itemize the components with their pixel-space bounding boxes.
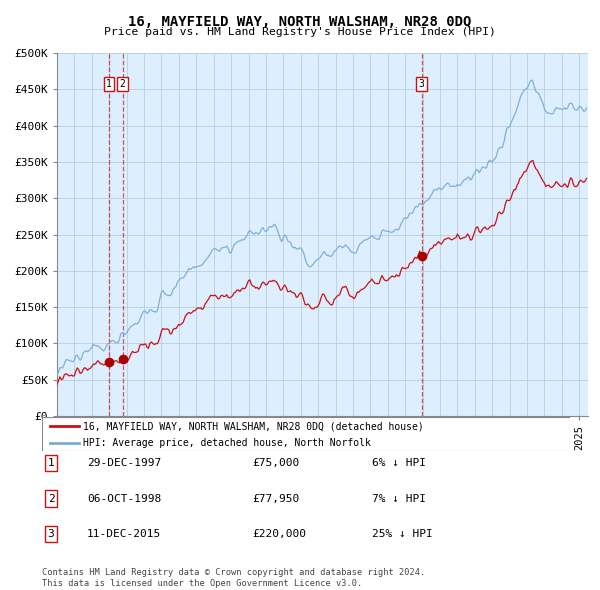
Text: 1: 1 <box>47 458 55 468</box>
Text: 25% ↓ HPI: 25% ↓ HPI <box>372 529 433 539</box>
Text: £77,950: £77,950 <box>252 494 299 503</box>
Text: 7% ↓ HPI: 7% ↓ HPI <box>372 494 426 503</box>
Text: 3: 3 <box>47 529 55 539</box>
Text: 11-DEC-2015: 11-DEC-2015 <box>87 529 161 539</box>
Text: 1: 1 <box>106 79 112 89</box>
Text: 2: 2 <box>47 494 55 503</box>
Text: 6% ↓ HPI: 6% ↓ HPI <box>372 458 426 468</box>
Text: 06-OCT-1998: 06-OCT-1998 <box>87 494 161 503</box>
Text: HPI: Average price, detached house, North Norfolk: HPI: Average price, detached house, Nort… <box>83 438 371 448</box>
Text: £75,000: £75,000 <box>252 458 299 468</box>
Text: This data is licensed under the Open Government Licence v3.0.: This data is licensed under the Open Gov… <box>42 579 362 588</box>
Text: Price paid vs. HM Land Registry's House Price Index (HPI): Price paid vs. HM Land Registry's House … <box>104 27 496 37</box>
Text: £220,000: £220,000 <box>252 529 306 539</box>
Text: 16, MAYFIELD WAY, NORTH WALSHAM, NR28 0DQ (detached house): 16, MAYFIELD WAY, NORTH WALSHAM, NR28 0D… <box>83 421 424 431</box>
Text: 3: 3 <box>419 79 425 89</box>
Text: 29-DEC-1997: 29-DEC-1997 <box>87 458 161 468</box>
Text: 16, MAYFIELD WAY, NORTH WALSHAM, NR28 0DQ: 16, MAYFIELD WAY, NORTH WALSHAM, NR28 0D… <box>128 15 472 29</box>
Text: 2: 2 <box>119 79 125 89</box>
Text: Contains HM Land Registry data © Crown copyright and database right 2024.: Contains HM Land Registry data © Crown c… <box>42 568 425 576</box>
